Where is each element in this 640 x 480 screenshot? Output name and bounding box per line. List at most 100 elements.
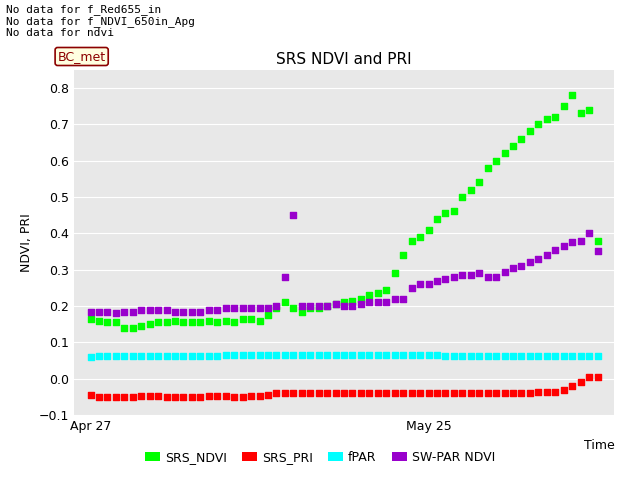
Point — [288, 351, 298, 359]
Point — [424, 226, 434, 233]
Point — [449, 352, 459, 360]
Point — [314, 351, 324, 359]
Point — [533, 388, 543, 396]
Point — [263, 391, 273, 399]
Point — [584, 229, 594, 237]
Point — [516, 135, 527, 143]
Point — [474, 352, 484, 360]
Point — [136, 306, 147, 313]
Point — [390, 269, 400, 277]
Point — [102, 393, 113, 401]
Point — [187, 319, 197, 326]
Point — [195, 319, 205, 326]
Point — [584, 373, 594, 381]
Point — [516, 262, 527, 270]
Point — [364, 291, 374, 299]
Point — [161, 319, 172, 326]
Point — [415, 233, 425, 241]
Point — [153, 306, 163, 313]
Point — [457, 389, 467, 396]
Point — [170, 308, 180, 315]
Point — [161, 393, 172, 401]
Point — [212, 306, 222, 313]
Point — [212, 319, 222, 326]
Point — [136, 322, 147, 330]
Point — [263, 304, 273, 312]
Point — [348, 297, 358, 304]
Point — [280, 299, 290, 306]
Point — [508, 142, 518, 150]
Point — [127, 393, 138, 401]
Point — [584, 106, 594, 113]
Point — [145, 352, 155, 360]
Point — [305, 302, 316, 310]
Point — [296, 302, 307, 310]
Point — [466, 389, 476, 396]
Point — [593, 248, 603, 255]
Point — [111, 319, 121, 326]
Point — [559, 386, 569, 394]
Point — [483, 389, 493, 396]
Point — [145, 306, 155, 313]
Point — [237, 393, 248, 401]
Point — [237, 351, 248, 359]
Point — [508, 352, 518, 360]
Point — [348, 351, 358, 359]
Point — [491, 273, 501, 281]
Point — [179, 352, 189, 360]
Point — [567, 352, 577, 360]
Point — [305, 389, 316, 396]
Point — [364, 299, 374, 306]
Point — [127, 308, 138, 315]
Point — [390, 351, 400, 359]
Point — [356, 295, 366, 302]
Point — [381, 351, 392, 359]
Point — [398, 390, 408, 397]
Point — [314, 302, 324, 310]
Point — [221, 304, 231, 312]
Point — [339, 302, 349, 310]
Point — [372, 289, 383, 297]
Point — [229, 393, 239, 401]
Point — [254, 317, 264, 324]
Point — [221, 317, 231, 324]
Point — [525, 389, 535, 396]
Point — [406, 389, 417, 396]
Point — [432, 351, 442, 359]
Point — [288, 304, 298, 312]
Point — [593, 352, 603, 360]
Point — [567, 382, 577, 390]
Point — [314, 304, 324, 312]
Point — [584, 352, 594, 360]
Point — [204, 306, 214, 313]
Point — [111, 310, 121, 317]
Point — [432, 277, 442, 285]
Text: No data for ndvi: No data for ndvi — [6, 28, 115, 38]
Point — [372, 351, 383, 359]
Point — [288, 211, 298, 219]
Point — [499, 389, 509, 396]
Point — [499, 268, 509, 276]
Point — [398, 295, 408, 302]
Point — [525, 128, 535, 135]
Text: BC_met: BC_met — [58, 50, 106, 63]
Point — [85, 315, 95, 323]
Point — [525, 352, 535, 360]
Point — [322, 390, 332, 397]
Point — [415, 280, 425, 288]
Point — [457, 352, 467, 360]
Point — [263, 351, 273, 359]
Point — [195, 308, 205, 315]
Point — [229, 319, 239, 326]
Point — [575, 352, 586, 360]
Point — [246, 351, 256, 359]
Point — [533, 352, 543, 360]
Point — [474, 389, 484, 396]
Point — [483, 164, 493, 172]
Point — [322, 302, 332, 310]
Point — [398, 351, 408, 359]
Point — [449, 390, 459, 397]
Point — [85, 391, 95, 399]
Point — [372, 389, 383, 396]
Point — [483, 352, 493, 360]
